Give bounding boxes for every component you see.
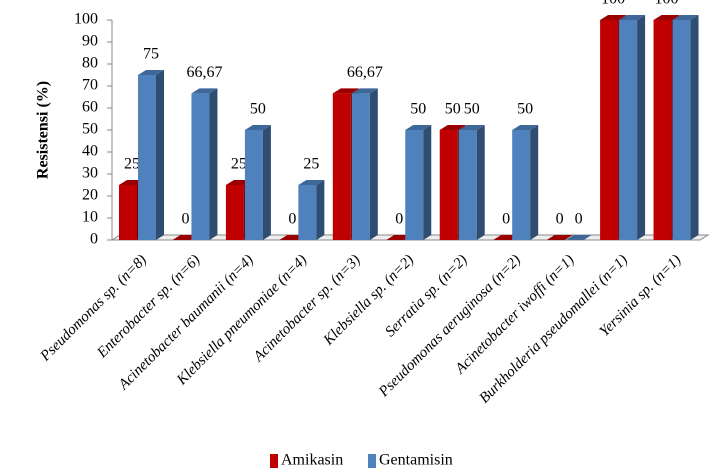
value-label: 50 (517, 101, 533, 118)
bar (619, 20, 638, 240)
bar-top (672, 15, 699, 20)
y-tick-label: 80 (82, 55, 98, 72)
legend-label: Gentamisin (379, 452, 453, 469)
bar-top (600, 15, 627, 20)
value-label: 50 (410, 101, 426, 118)
bar-side (156, 70, 164, 240)
y-tick-label: 40 (82, 143, 98, 160)
y-tick-label: 60 (82, 99, 98, 116)
bar-top (512, 125, 539, 130)
bar (512, 130, 531, 240)
bar-top (332, 88, 359, 94)
bar (225, 185, 244, 240)
bar-top (439, 125, 466, 130)
bar (138, 75, 156, 240)
y-tick-label: 70 (82, 77, 98, 94)
bar-side (316, 180, 325, 240)
bar-side (637, 15, 646, 240)
value-label: 75 (143, 46, 159, 63)
x-tick-label: Enterobacter sp. (n=6) (94, 252, 204, 362)
x-tick-label: Klebsiella sp. (n=2) (320, 252, 417, 349)
value-label: 0 (181, 211, 189, 228)
bar (332, 93, 351, 241)
bar-side (423, 125, 432, 240)
bar (298, 185, 317, 240)
value-label: 66,67 (347, 64, 383, 81)
y-tick-label: 100 (74, 11, 98, 28)
bar-top (565, 235, 592, 240)
value-label: 0 (395, 211, 403, 228)
bar (191, 93, 210, 241)
value-label: 0 (556, 211, 564, 228)
bar-top (191, 88, 218, 94)
legend-swatch (270, 454, 278, 468)
bar-top (138, 70, 164, 75)
bar-top (244, 125, 271, 130)
bar (458, 130, 477, 240)
y-axis-label: Resistensi (%) (35, 81, 52, 179)
y-tick-label: 20 (82, 187, 98, 204)
y-tick-label: 0 (90, 231, 98, 248)
bar-side (262, 125, 271, 240)
bar (119, 185, 137, 240)
bar-side (476, 125, 485, 240)
value-label: 100 (601, 0, 625, 8)
value-label: 50 (250, 101, 266, 118)
value-label: 50 (445, 101, 461, 118)
bar (244, 130, 263, 240)
bar-top (546, 235, 573, 240)
y-tick-label: 10 (82, 209, 98, 226)
bar (600, 20, 619, 240)
value-label: 0 (288, 211, 296, 228)
value-label: 0 (575, 211, 583, 228)
value-label: 25 (231, 156, 247, 173)
bar (653, 20, 672, 240)
value-label: 100 (655, 0, 679, 8)
x-tick-label: Acinetobacter sp. (n=3) (250, 252, 364, 366)
bar-top (619, 15, 646, 20)
x-tick-label: Pseudomonas sp. (n=8) (37, 252, 150, 365)
bar-side (209, 88, 218, 241)
bar-top (458, 125, 485, 130)
legend-label: Amikasin (281, 452, 343, 469)
value-label: 0 (502, 211, 510, 228)
value-label: 25 (303, 156, 319, 173)
bar (351, 93, 370, 241)
value-label: 66,67 (186, 64, 222, 81)
bar-side (530, 125, 539, 240)
bar-top (351, 88, 378, 94)
bar-top (653, 15, 680, 20)
bar (439, 130, 458, 240)
bar-side (690, 15, 699, 240)
y-tick-label: 50 (82, 121, 98, 138)
bar-side (369, 88, 378, 241)
value-label: 50 (464, 101, 480, 118)
bar (405, 130, 424, 240)
value-label: 25 (124, 156, 140, 173)
bar-top (298, 180, 325, 185)
y-tick-label: 30 (82, 165, 98, 182)
bar-top (405, 125, 432, 130)
bar (672, 20, 691, 240)
legend-swatch (368, 454, 376, 468)
y-tick-label: 90 (82, 33, 98, 50)
